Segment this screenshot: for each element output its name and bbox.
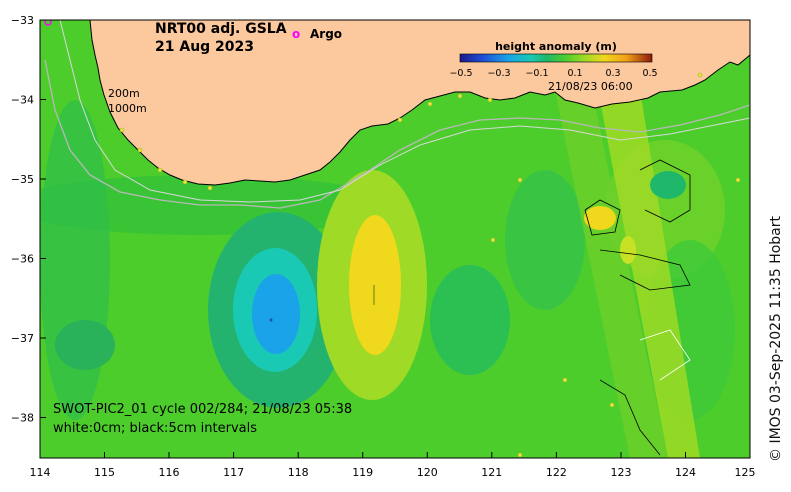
west-shelf-patch [40, 100, 110, 420]
x-ticks [39, 452, 751, 458]
obs-dot [735, 177, 741, 183]
obs-dot [609, 402, 615, 408]
swath-contour-black-3 [599, 249, 691, 291]
southwest-low [55, 320, 115, 370]
x-tick-label: 118 [288, 466, 309, 479]
obs-dot [182, 179, 188, 185]
colorbar: height anomaly (m) −0.5 −0.3 −0.1 0.1 0.… [449, 40, 657, 79]
x-tick-label: 117 [223, 466, 244, 479]
obs-dots [119, 72, 741, 458]
isobath-200m-label: 200m [108, 87, 140, 100]
obs-dot [397, 117, 403, 123]
low-core [252, 274, 300, 354]
swath-high-patch-2 [620, 236, 636, 264]
swath-contour-black [584, 199, 621, 236]
swath-right [598, 90, 700, 458]
obs-dot [457, 93, 463, 99]
colorbar-tick: 0.5 [642, 68, 657, 79]
obs-dot [490, 237, 496, 243]
colorbar-tick: 0.3 [605, 68, 620, 79]
y-tick-label: −33 [11, 14, 34, 27]
y-tick-label: −37 [11, 332, 34, 345]
y-tick-label: −38 [11, 412, 34, 425]
swath-high-patch-3 [650, 171, 686, 199]
map-title: NRT00 adj. GSLA [155, 21, 287, 37]
argo-legend-symbol: o [292, 27, 300, 41]
transect-point [269, 318, 273, 322]
swath-time-label: 21/08/23 06:00 [548, 80, 633, 93]
high-core [349, 215, 401, 355]
swath-high-patch [584, 206, 616, 230]
isobath-1000m-label: 1000m [108, 102, 147, 115]
argo-floats [44, 20, 52, 26]
colorbar-tick: 0.1 [567, 68, 582, 79]
obs-dot [427, 101, 433, 107]
swot-annotation: SWOT-PIC2_01 cycle 002/284; 21/08/23 05:… [53, 402, 352, 417]
x-tick-label: 121 [481, 466, 502, 479]
swath-contour-black-4 [599, 379, 661, 456]
obs-dot [697, 72, 703, 78]
colorbar-tick: −0.5 [449, 68, 472, 79]
obs-dot [207, 185, 213, 191]
x-tick-label: 116 [159, 466, 180, 479]
east-low-patch-2 [505, 170, 585, 310]
colorbar-tick: −0.3 [487, 68, 510, 79]
colorbar-title: height anomaly (m) [495, 40, 617, 53]
x-tick-label: 115 [94, 466, 115, 479]
x-tick-label: 123 [611, 466, 632, 479]
y-ticks [40, 19, 46, 418]
x-tick-label: 120 [417, 466, 438, 479]
imos-credit: © IMOS 03-Sep-2025 11:35 Hobart [768, 216, 784, 462]
obs-dot [119, 127, 125, 133]
obs-dot [157, 167, 163, 173]
y-tick-label: −36 [11, 253, 34, 266]
contour-legend: white:0cm; black:5cm intervals [53, 421, 257, 436]
y-tick-label: −34 [11, 94, 34, 107]
swath-contour-white [639, 329, 691, 381]
obs-dot [487, 97, 493, 103]
obs-dot [137, 147, 143, 153]
obs-dot [517, 177, 523, 183]
obs-dot [517, 452, 523, 458]
isobath-1000m-line [59, 20, 750, 203]
x-tick-label: 119 [352, 466, 373, 479]
swot-swath [555, 90, 700, 458]
x-tick-label: 122 [546, 466, 567, 479]
x-tick-label: 125 [735, 466, 756, 479]
swath-left [555, 90, 668, 458]
swath-contour-black-2 [639, 159, 691, 223]
x-tick-label: 124 [675, 466, 696, 479]
obs-dot [562, 377, 568, 383]
y-tick-label: −35 [11, 173, 34, 186]
plot-frame [39, 19, 751, 459]
x-tick-label: 114 [30, 466, 51, 479]
colorbar-tick: −0.1 [525, 68, 548, 79]
argo-legend-label: Argo [310, 27, 342, 41]
isobath-200m-line [44, 59, 750, 209]
map-date: 21 Aug 2023 [155, 39, 254, 55]
colorbar-gradient [459, 53, 653, 63]
east-low-patch [430, 265, 510, 375]
argo-float [44, 20, 52, 26]
plot-area [40, 20, 750, 458]
